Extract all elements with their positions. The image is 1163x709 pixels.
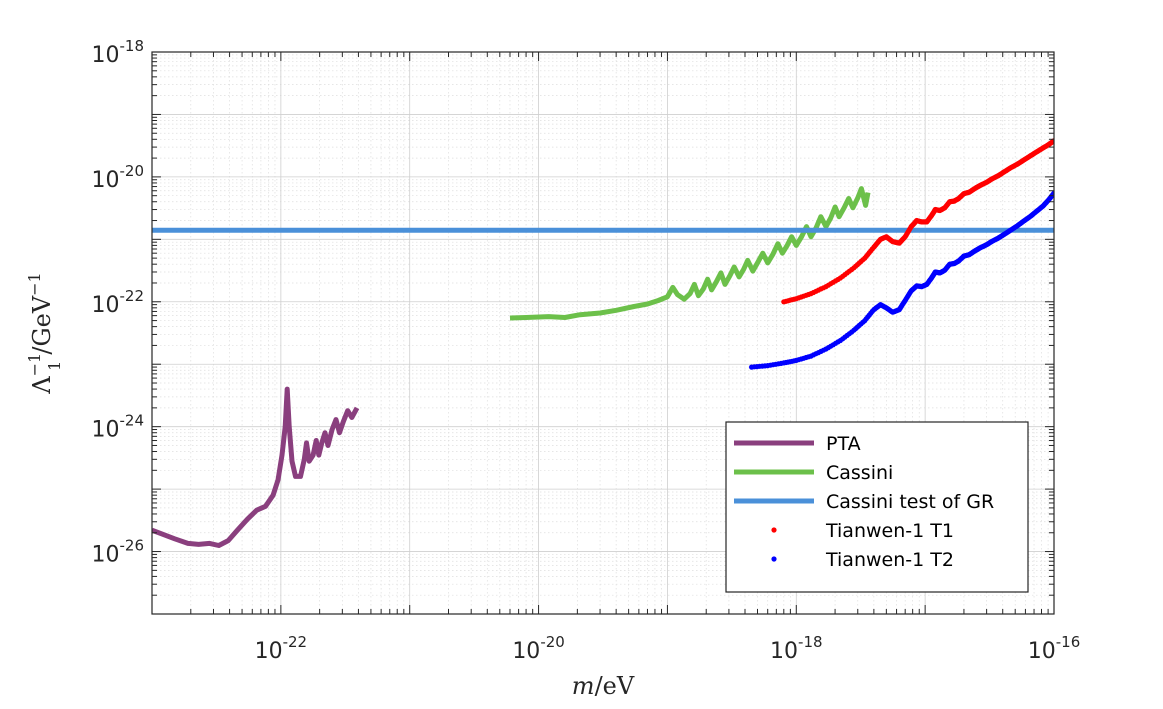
- y-tick-label: 10-24: [92, 412, 145, 443]
- y-tick-label: 10-26: [92, 537, 145, 568]
- legend-swatch: [771, 556, 777, 562]
- legend-label: Tianwen-1 T2: [825, 549, 954, 571]
- x-axis-label: m/eV: [572, 672, 635, 700]
- y-tick-label: 10-18: [92, 37, 145, 68]
- series-line-pta: [152, 386, 360, 548]
- legend-item-tianwen-1-t1: Tianwen-1 T1: [771, 520, 954, 542]
- axis-ticks: [151, 52, 1054, 615]
- legend-item-pta: PTA: [734, 433, 861, 455]
- x-tick-label: 10-18: [770, 633, 823, 664]
- x-tick-label: 10-22: [255, 633, 308, 664]
- y-tick-label: 10-22: [92, 287, 145, 318]
- legend-label: PTA: [826, 433, 861, 455]
- legend-label: Cassini test of GR: [826, 491, 994, 513]
- legend-swatch: [771, 527, 777, 533]
- y-tick-label: 10-20: [92, 162, 145, 193]
- legend-label: Cassini: [826, 462, 893, 484]
- data-point-tianwen-1-t2: [1051, 190, 1054, 196]
- legend-item-cassini: Cassini: [734, 462, 893, 484]
- legend-item-cassini-test-of-gr: Cassini test of GR: [734, 491, 994, 513]
- legend-label: Tianwen-1 T1: [825, 520, 954, 542]
- x-tick-labels: 10-22 10-20 10-18 10-16: [255, 633, 1081, 664]
- x-tick-label: 10-16: [1028, 633, 1081, 664]
- series-tianwen-1-t2: [749, 190, 1054, 370]
- legend-item-tianwen-1-t2: Tianwen-1 T2: [771, 549, 954, 571]
- y-axis-label: Λ−11/GeV−1: [25, 272, 64, 395]
- series-line-cassini: [509, 186, 871, 321]
- series-pta: [152, 386, 360, 548]
- legend: PTA Cassini Cassini test of GR Tianwen-1 T1…: [725, 421, 1029, 593]
- plot-frame: [151, 51, 1055, 615]
- y-tick-labels: 10-18 10-20 10-22 10-24 10-26: [92, 37, 145, 568]
- legend-box: [725, 421, 1029, 593]
- series-cassini: [509, 186, 871, 321]
- x-tick-label: 10-20: [512, 633, 565, 664]
